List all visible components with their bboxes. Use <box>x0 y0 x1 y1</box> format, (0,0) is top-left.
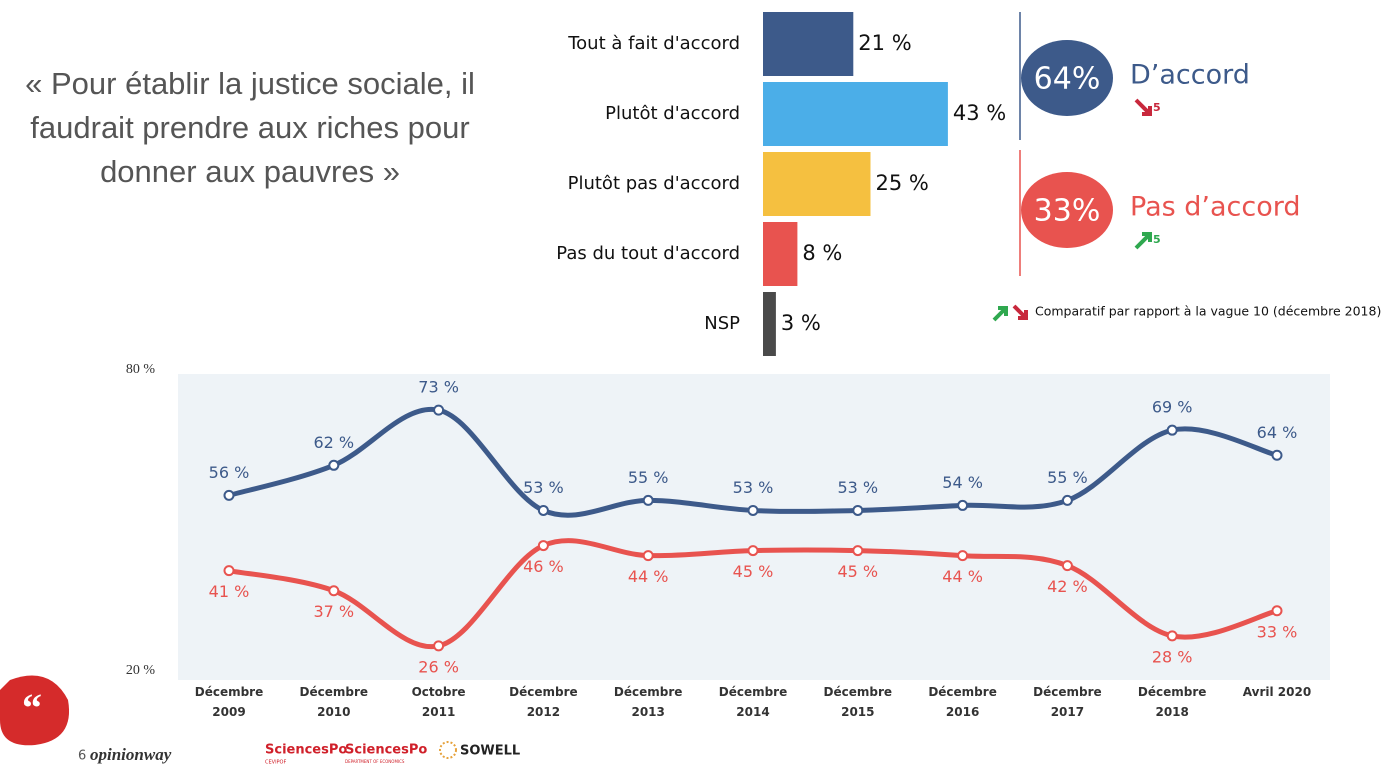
logo: SciencesPo <box>345 743 427 758</box>
logo-mark: “ <box>22 685 42 730</box>
x-tick-label: Décembre 2010 <box>299 685 369 719</box>
value-label: 43 % <box>953 101 1006 125</box>
data-label: 62 % <box>313 433 354 452</box>
arrow-up <box>992 306 1008 322</box>
point <box>433 640 445 652</box>
data-label: 41 % <box>209 582 250 601</box>
note: Comparatif par rapport à la vague 10 (dé… <box>1035 304 1381 319</box>
bar <box>763 152 871 216</box>
data-label: 28 % <box>1152 647 1193 666</box>
point <box>957 499 969 511</box>
data-label: 53 % <box>523 478 564 497</box>
data-label: 33 % <box>1257 622 1298 641</box>
plot-background <box>178 374 1330 680</box>
page-number: 6 <box>78 749 86 764</box>
point <box>747 545 759 557</box>
category-label: Tout à fait d'accord <box>567 33 740 54</box>
data-label: 45 % <box>733 562 774 581</box>
logo: SOWELL <box>460 744 520 759</box>
data-label: 69 % <box>1152 398 1193 417</box>
logo-sub: DEPARTMENT OF ECONOMICS <box>345 759 405 764</box>
data-label: 44 % <box>942 567 983 586</box>
point <box>1061 494 1073 506</box>
point <box>433 404 445 416</box>
data-label: 54 % <box>942 473 983 492</box>
point <box>537 504 549 516</box>
total-label: Pas d’accord <box>1130 192 1301 223</box>
point <box>1271 605 1283 617</box>
quote: « Pour établir la justice sociale, il fa… <box>25 66 475 189</box>
data-label: 55 % <box>628 468 669 487</box>
y-tick-label: 20 % <box>126 663 156 678</box>
category-label: NSP <box>704 313 740 334</box>
point <box>328 585 340 597</box>
value-label: 3 % <box>781 311 821 335</box>
change: 5 <box>1153 233 1161 246</box>
point <box>957 550 969 562</box>
data-label: 44 % <box>628 567 669 586</box>
point <box>537 540 549 552</box>
data-label: 45 % <box>837 562 878 581</box>
x-tick-label: Décembre 2013 <box>613 685 683 719</box>
arrow-down <box>1134 98 1152 116</box>
data-label: 26 % <box>418 657 459 676</box>
point <box>328 459 340 471</box>
category-label: Pas du tout d'accord <box>556 243 740 264</box>
total-value: 64% <box>1034 62 1101 97</box>
bar <box>763 12 854 76</box>
value-label: 21 % <box>858 31 911 55</box>
value-label: 8 % <box>802 241 842 265</box>
data-label: 53 % <box>733 478 774 497</box>
point <box>642 550 654 562</box>
point <box>747 504 759 516</box>
bar <box>763 82 948 146</box>
data-label: 46 % <box>523 557 564 576</box>
bar <box>763 292 776 356</box>
x-tick-label: Décembre 2015 <box>823 685 893 719</box>
x-tick-label: Décembre 2014 <box>718 685 788 719</box>
brand: opinionway <box>90 745 172 764</box>
point <box>223 565 235 577</box>
logo: SciencesPo <box>265 743 347 758</box>
bar <box>763 222 798 286</box>
data-label: 64 % <box>1257 423 1298 442</box>
total-label: D’accord <box>1130 60 1250 91</box>
x-tick-label: Octobre 2011 <box>411 685 466 719</box>
logo-sub: CEVIPOF <box>265 760 286 766</box>
value-label: 25 % <box>876 171 929 195</box>
category-label: Plutôt pas d'accord <box>568 173 740 194</box>
category-label: Plutôt d'accord <box>605 103 740 124</box>
x-tick-label: Décembre 2016 <box>928 685 997 719</box>
y-tick-label: 80 % <box>126 362 156 377</box>
point <box>1271 449 1283 461</box>
total-badge <box>1021 40 1113 116</box>
data-label: 37 % <box>313 602 354 621</box>
data-label: 42 % <box>1047 577 1088 596</box>
point <box>223 489 235 501</box>
x-tick-label: Décembre 2018 <box>1137 685 1207 719</box>
x-tick-label: Avril 2020 <box>1242 685 1312 699</box>
point <box>1061 560 1073 572</box>
point <box>642 494 654 506</box>
data-label: 73 % <box>418 378 459 397</box>
point <box>1166 424 1178 436</box>
arrow-up <box>1134 232 1152 250</box>
logo-icon <box>0 675 70 746</box>
point <box>852 545 864 557</box>
logo-icon <box>439 741 457 759</box>
data-label: 56 % <box>209 463 250 482</box>
change: 5 <box>1153 101 1161 114</box>
data-label: 53 % <box>837 478 878 497</box>
x-tick-label: Décembre 2009 <box>194 685 264 719</box>
arrow-down <box>1012 304 1028 320</box>
total-badge <box>1021 172 1113 248</box>
point <box>852 504 864 516</box>
point <box>1166 630 1178 642</box>
x-tick-label: Décembre 2017 <box>1033 685 1102 719</box>
data-label: 55 % <box>1047 468 1088 487</box>
x-tick-label: Décembre 2012 <box>509 685 578 719</box>
total-value: 33% <box>1034 194 1101 229</box>
